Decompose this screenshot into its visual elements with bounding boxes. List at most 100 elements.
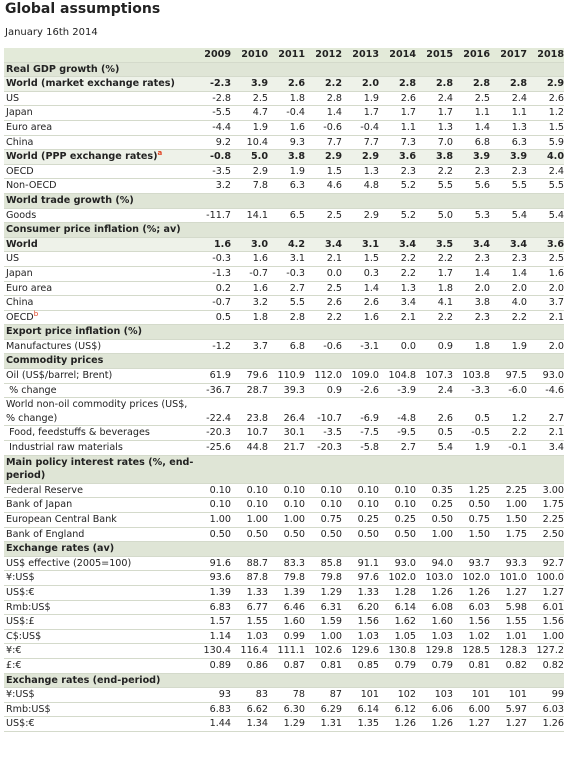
- label-text: Euro area: [6, 121, 53, 133]
- cell: 1.31: [320, 718, 342, 730]
- cell: -5.5: [212, 107, 231, 119]
- cell: 3.0: [251, 238, 268, 250]
- cell: 9.3: [289, 136, 305, 148]
- cell: -6.9: [360, 412, 379, 424]
- label-text: C$:US$: [6, 630, 42, 642]
- cell: 1.75: [505, 528, 527, 540]
- row-label: Goods: [4, 209, 194, 223]
- cell: 5.4: [437, 442, 453, 454]
- cell: 102.0: [462, 572, 490, 584]
- cell: 1.34: [246, 718, 268, 730]
- cell: 1.9: [289, 165, 305, 177]
- label-text: Industrial raw materials: [6, 442, 123, 454]
- cell: 5.2: [400, 180, 416, 192]
- cell: 128.3: [499, 645, 527, 657]
- cell: 0.75: [320, 514, 342, 525]
- cell: 101: [471, 689, 490, 701]
- cell: 3.6: [399, 151, 416, 163]
- cell: 1.2: [548, 107, 564, 119]
- cell: 3.1: [362, 238, 379, 250]
- cell: 3.9: [251, 78, 268, 90]
- label-text: Federal Reserve: [6, 484, 83, 496]
- cell: 2.2: [511, 427, 527, 439]
- cell: 0.81: [320, 659, 342, 671]
- cell: 1.6: [363, 311, 379, 323]
- cell: 94.0: [431, 557, 453, 569]
- cell: 1.60: [431, 616, 453, 628]
- cell: 5.9: [548, 136, 564, 148]
- cell: 44.8: [246, 442, 268, 454]
- cell: 6.01: [542, 601, 564, 613]
- data-row: Rmb:US$ 6.83 6.62 6.30 6.29 6.14 6.12 6.06 6.00 5…: [4, 703, 564, 718]
- cell: -0.4: [360, 121, 379, 133]
- cell: 1.01: [505, 630, 527, 642]
- label-text: European Central Bank: [6, 514, 117, 525]
- header-row: 2009 2010 2011 2012 2013 2014 2015 2016 2017 2018: [4, 48, 564, 63]
- cell: 2.6: [288, 78, 305, 90]
- cell: 0.3: [363, 267, 379, 279]
- row-label: Rmb:US$: [4, 601, 194, 615]
- year-header: 2012: [315, 49, 342, 60]
- cell: 2.2: [437, 165, 453, 177]
- cell: 110.9: [277, 370, 305, 382]
- label-text: Bank of Japan: [6, 499, 73, 511]
- cell: -0.3: [212, 253, 231, 265]
- data-row: US$:€ 1.44 1.34 1.29 1.31 1.35 1.26 1.26 1.27 1.2…: [4, 717, 564, 732]
- cell: 0.25: [431, 499, 453, 511]
- cell: 0.50: [468, 499, 490, 511]
- cell: 0.50: [357, 528, 379, 540]
- cell: 1.7: [363, 107, 379, 119]
- label-text: ¥:US$: [6, 689, 35, 701]
- cell: 4.8: [363, 180, 379, 192]
- cell: 1.60: [283, 616, 305, 628]
- data-row: OECDb 0.5 1.8 2.8 2.2 1.6 2.1 2.2 2.3 2.2 2.1: [4, 310, 564, 326]
- cell: 2.5: [474, 92, 490, 104]
- cell: 2.9: [363, 209, 379, 221]
- label-text: US$ effective (2005=100): [6, 557, 132, 569]
- cell: 1.8: [252, 311, 268, 323]
- cell: 91.6: [209, 557, 231, 569]
- cell: 128.5: [462, 645, 490, 657]
- cell: 2.6: [363, 297, 379, 309]
- cell: 92.7: [542, 557, 564, 569]
- cell: -3.9: [397, 384, 416, 396]
- cell: 1.7: [437, 267, 453, 279]
- cell: 1.4: [474, 267, 490, 279]
- cell: 4.7: [252, 107, 268, 119]
- cell: 0.0: [400, 340, 416, 352]
- label-text: Manufactures (US$): [6, 340, 102, 352]
- footnote-mark: a: [157, 148, 163, 157]
- cell: 1.27: [542, 586, 564, 598]
- section-row: Exchange rates (end-period): [4, 673, 564, 689]
- cell: 1.75: [542, 499, 564, 511]
- row-label: £:€: [4, 659, 194, 673]
- cell: 0.85: [357, 659, 379, 671]
- row-label: % change: [4, 384, 194, 398]
- cell: 130.8: [388, 645, 416, 657]
- cell: 1.6: [252, 253, 268, 265]
- cell: 2.0: [474, 282, 490, 294]
- cell: 4.1: [437, 297, 453, 309]
- section-row: Commodity prices: [4, 354, 564, 370]
- cell: 39.3: [283, 384, 305, 396]
- cell: 2.4: [511, 92, 527, 104]
- row-label: Federal Reserve: [4, 484, 194, 498]
- cell: 0.10: [357, 484, 379, 496]
- cell: 1.29: [320, 586, 342, 598]
- data-row: ¥:US$ 93 83 78 87 101 102 103 101 101 99: [4, 688, 564, 703]
- cell: 7.7: [326, 136, 342, 148]
- data-row: Japan -1.3 -0.7 -0.3 0.0 0.3 2.2 1.7 1.4 1.4 1.6: [4, 267, 564, 282]
- cell: 1.39: [209, 586, 231, 598]
- cell: 0.10: [246, 499, 268, 511]
- year-header: 2018: [537, 49, 564, 60]
- data-row: World 1.6 3.0 4.2 3.4 3.1 3.4 3.5 3.4 3.4 3.6: [4, 237, 564, 253]
- label-text: Japan: [6, 267, 33, 279]
- cell: 79.8: [320, 572, 342, 584]
- data-row: US -2.8 2.5 1.8 2.8 1.9 2.6 2.4 2.5 2.4 2.6: [4, 92, 564, 107]
- row-label: Japan: [4, 106, 194, 120]
- cell: 28.7: [246, 384, 268, 396]
- cell: 0.2: [215, 282, 231, 294]
- cell: 1.55: [246, 616, 268, 628]
- data-row: ¥:€ 130.4 116.4 111.1 102.6 129.6 130.8 129.8 12…: [4, 644, 564, 659]
